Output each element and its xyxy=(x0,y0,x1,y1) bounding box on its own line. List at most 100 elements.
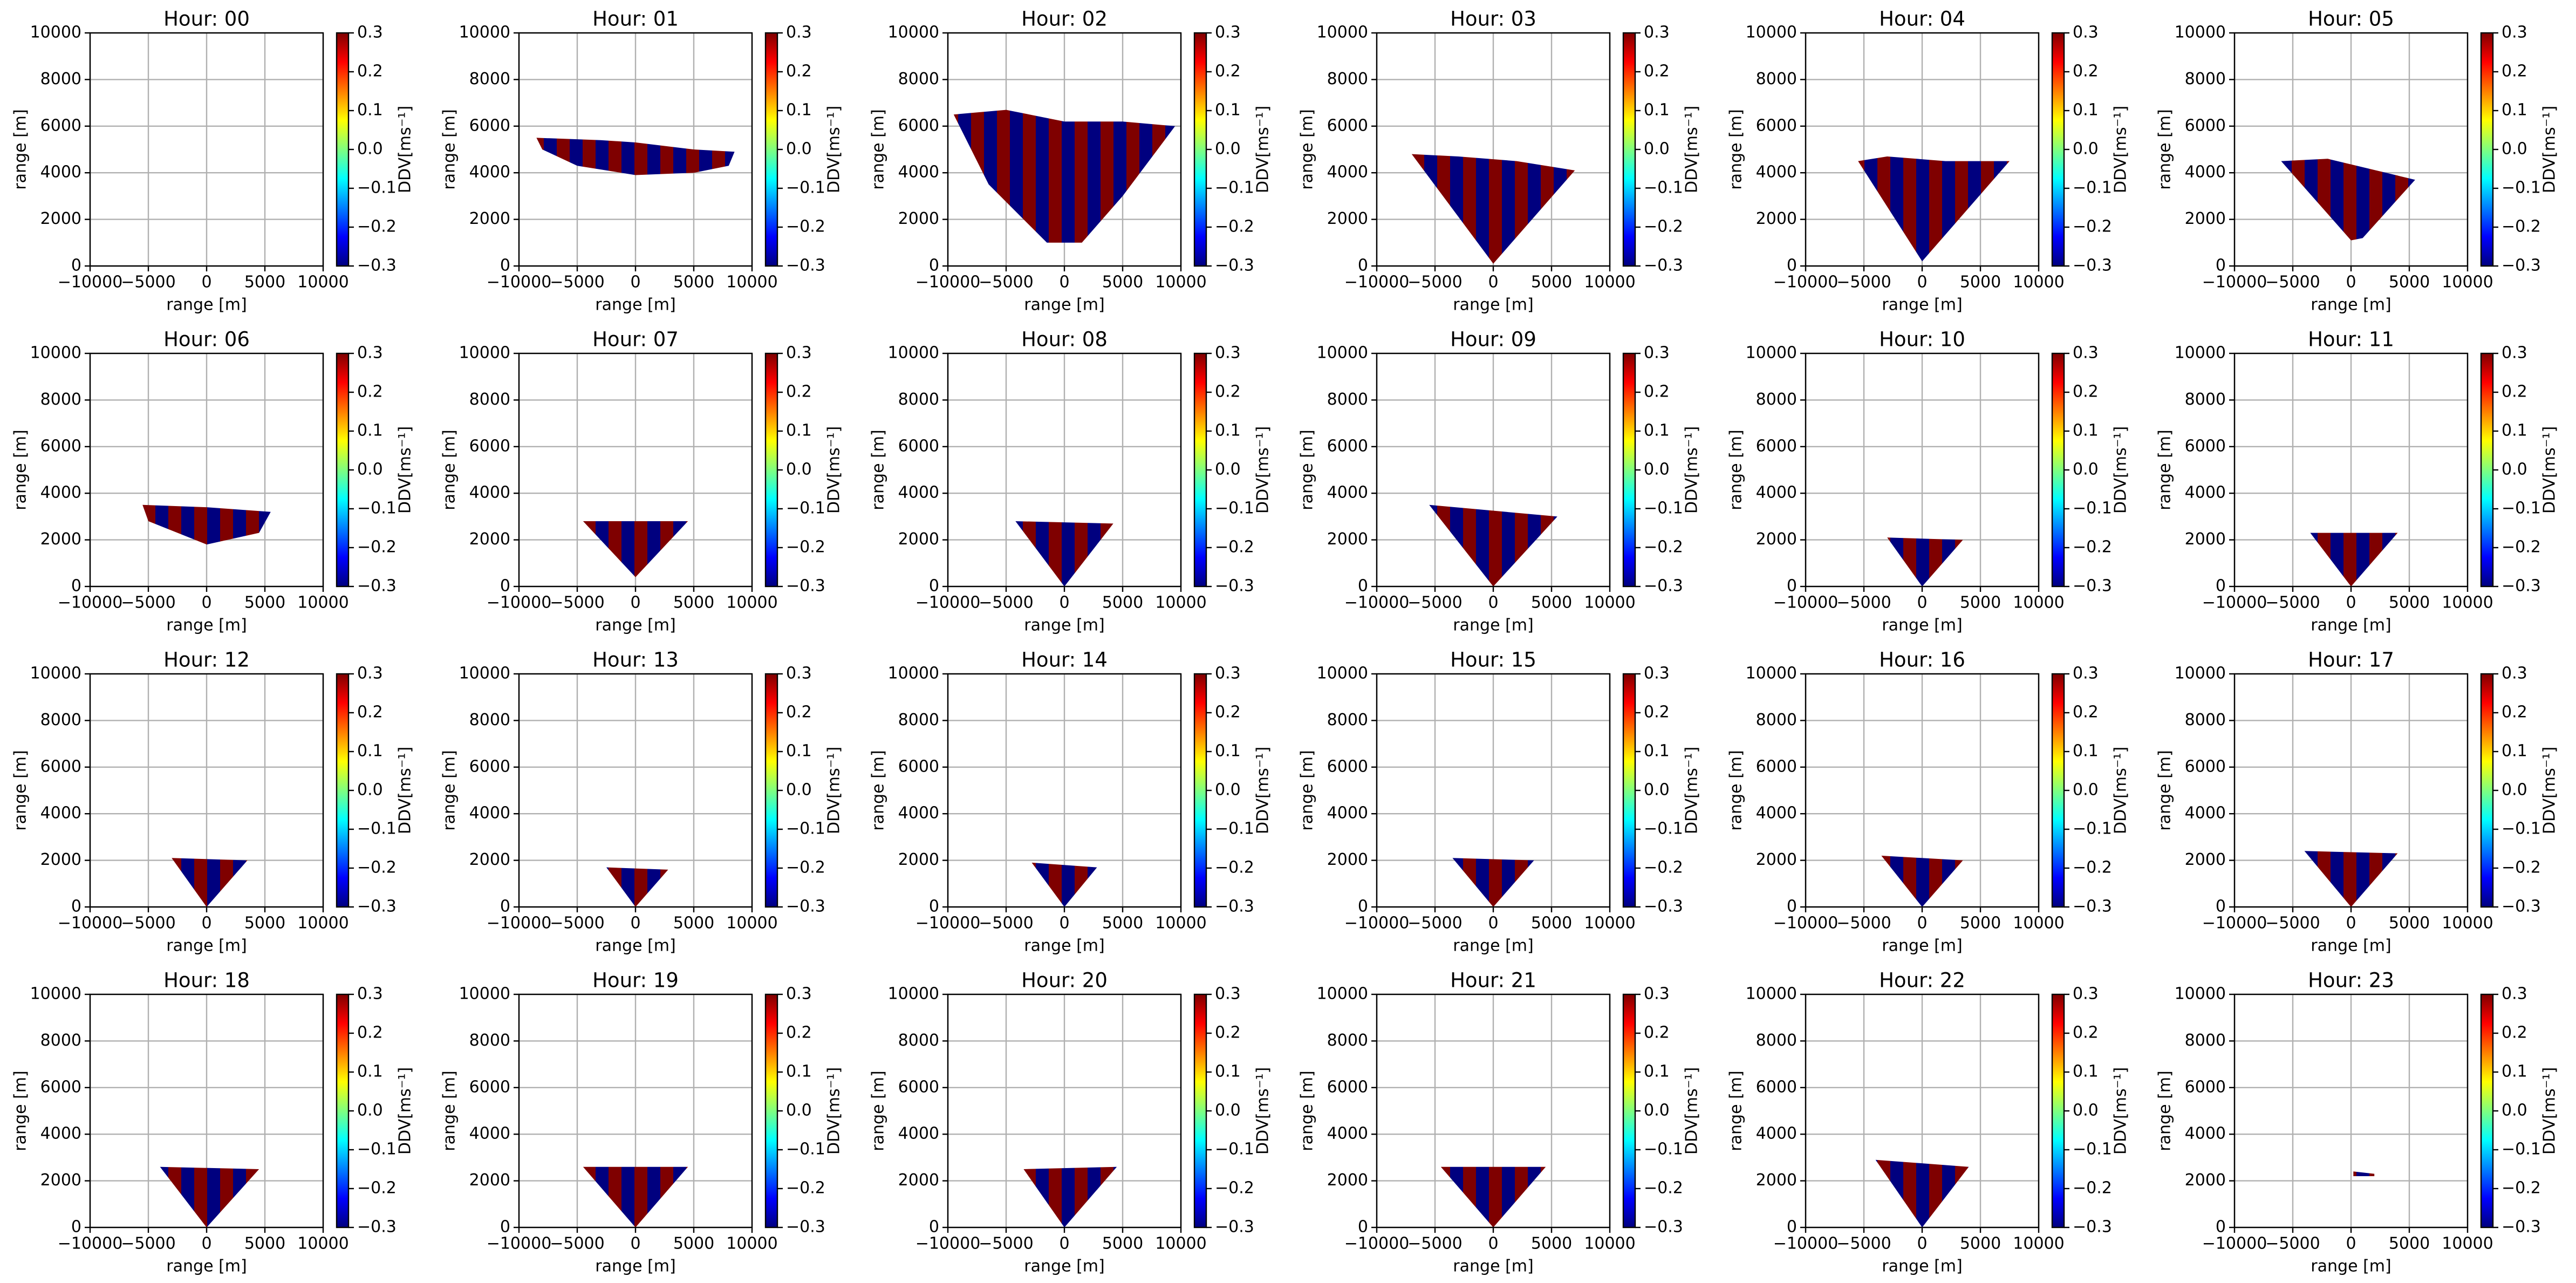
colorbar-label: DDV[ms⁻¹] xyxy=(1683,426,1702,514)
y-tick-label: 6000 xyxy=(40,116,81,135)
colorbar-label: DDV[ms⁻¹] xyxy=(1254,106,1273,193)
colorbar-tick-label: 0.1 xyxy=(2073,742,2099,761)
colorbar-tick-label: −0.1 xyxy=(357,1140,397,1159)
y-tick-label: 8000 xyxy=(40,70,81,88)
y-tick-label: 10000 xyxy=(30,985,81,1004)
y-tick-label: 0 xyxy=(2216,256,2226,275)
colorbar-tick-label: 0.2 xyxy=(2073,62,2099,81)
y-axis-label: range [m] xyxy=(2156,429,2175,510)
colorbar-tick-label: 0.3 xyxy=(1215,23,1241,42)
x-tick-label: 5000 xyxy=(673,593,714,612)
axes-frame xyxy=(1376,993,1611,1229)
colorbar-tick-label: 0.2 xyxy=(786,703,812,722)
colorbar-tick-label: 0.3 xyxy=(2073,344,2099,363)
x-tick-label: −10000 xyxy=(487,914,552,933)
x-tick-label: −10000 xyxy=(58,1234,123,1253)
x-tick-label: 0 xyxy=(1917,1234,1927,1253)
y-tick-label: 0 xyxy=(1358,256,1368,275)
colorbar-tick-label: −0.2 xyxy=(786,538,825,557)
colorbar-tick-label: −0.1 xyxy=(2502,1140,2541,1159)
x-tick-label: 10000 xyxy=(1155,593,1206,612)
x-tick-label: 5000 xyxy=(244,593,285,612)
colorbar-tick-label: −0.1 xyxy=(2502,179,2541,197)
subplot: −10000−5000 0 5000 10000 0 2000 4000 6000 8000 10… xyxy=(440,328,844,635)
y-tick-label: 2000 xyxy=(469,1171,510,1190)
y-tick-label: 8000 xyxy=(898,70,939,88)
colorbar-tick-label: 0.1 xyxy=(2502,742,2527,761)
colorbar-label: DDV[ms⁻¹] xyxy=(825,106,844,193)
subplot: −10000−5000 0 5000 10000 0 2000 4000 6000 8000 10… xyxy=(11,8,415,315)
x-tick-label: −5000 xyxy=(2265,593,2320,612)
y-axis-label: range [m] xyxy=(1727,750,1746,830)
colorbar-tick-label: 0.3 xyxy=(786,664,812,683)
x-tick-label: 5000 xyxy=(673,1234,714,1253)
y-tick-label: 4000 xyxy=(469,483,510,502)
y-tick-label: 4000 xyxy=(898,804,939,823)
y-tick-label: 2000 xyxy=(40,209,81,228)
y-tick-label: 0 xyxy=(2216,1218,2226,1237)
scan-region xyxy=(1015,521,1113,586)
colorbar-tick-label: −0.3 xyxy=(357,1218,397,1237)
colorbar xyxy=(336,32,350,267)
x-tick-label: 0 xyxy=(201,273,211,292)
colorbar-tick-label: −0.3 xyxy=(1215,577,1254,596)
y-tick-label: 2000 xyxy=(40,530,81,549)
x-tick-label: 10000 xyxy=(726,1234,777,1253)
y-tick-label: 8000 xyxy=(2185,390,2226,409)
colorbar-label: DDV[ms⁻¹] xyxy=(396,106,415,193)
colorbar-tick-label: −0.1 xyxy=(1644,820,1683,838)
axes-frame xyxy=(89,993,324,1229)
x-tick-label: −10000 xyxy=(1773,273,1839,292)
y-tick-label: 8000 xyxy=(1756,390,1797,409)
x-tick-label: −5000 xyxy=(979,273,1033,292)
subplot-title: Hour: 05 xyxy=(2308,8,2394,31)
colorbar-tick-label: −0.2 xyxy=(2073,1179,2112,1198)
y-tick-label: 10000 xyxy=(1746,344,1797,363)
colorbar-tick-label: 0.2 xyxy=(1644,703,1670,722)
colorbar-tick-label: 0.1 xyxy=(2073,101,2099,120)
y-tick-label: 2000 xyxy=(1756,850,1797,869)
y-tick-label: 10000 xyxy=(888,344,939,363)
x-tick-label: 5000 xyxy=(1102,593,1143,612)
x-axis-label: range [m] xyxy=(595,937,675,956)
x-tick-label: −10000 xyxy=(1344,1234,1410,1253)
x-axis-label: range [m] xyxy=(166,1257,247,1276)
y-tick-label: 10000 xyxy=(888,23,939,42)
y-tick-label: 2000 xyxy=(2185,209,2226,228)
y-tick-label: 6000 xyxy=(1327,116,1368,135)
x-tick-label: −5000 xyxy=(979,593,1033,612)
colorbar-tick-label: 0.0 xyxy=(2073,140,2099,159)
x-tick-label: −10000 xyxy=(1773,593,1839,612)
x-tick-label: −5000 xyxy=(1836,914,1891,933)
x-tick-label: 10000 xyxy=(2013,593,2064,612)
x-axis-label: range [m] xyxy=(1882,937,1962,956)
axes-frame xyxy=(947,32,1182,267)
scan-region xyxy=(172,858,248,907)
y-axis-label: range [m] xyxy=(440,750,459,830)
y-tick-label: 0 xyxy=(1787,897,1797,916)
x-axis-label: range [m] xyxy=(1024,937,1104,956)
colorbar-label: DDV[ms⁻¹] xyxy=(396,747,415,834)
y-tick-label: 10000 xyxy=(1746,664,1797,683)
y-tick-label: 10000 xyxy=(1317,23,1368,42)
colorbar-tick-label: 0.3 xyxy=(2502,664,2527,683)
colorbar-tick-label: 0.2 xyxy=(357,62,383,81)
colorbar-tick-label: 0.2 xyxy=(786,383,812,401)
x-tick-label: −10000 xyxy=(915,273,981,292)
subplot: −10000−5000 0 5000 10000 0 2000 4000 6000 8000 10… xyxy=(1298,8,1702,315)
x-axis-label: range [m] xyxy=(166,937,247,956)
x-tick-label: 5000 xyxy=(1531,593,1572,612)
colorbar xyxy=(1193,993,1207,1229)
y-tick-label: 8000 xyxy=(1756,70,1797,88)
colorbar-tick-label: −0.2 xyxy=(2502,217,2541,236)
subplot-title: Hour: 20 xyxy=(1021,969,1108,992)
x-tick-label: 5000 xyxy=(2389,593,2430,612)
x-tick-label: 0 xyxy=(630,914,640,933)
colorbar-tick-label: −0.1 xyxy=(2502,499,2541,518)
colorbar xyxy=(2480,673,2494,908)
x-tick-label: 0 xyxy=(1059,273,1069,292)
colorbar xyxy=(2051,352,2065,588)
x-tick-label: −10000 xyxy=(1344,914,1410,933)
colorbar-label: DDV[ms⁻¹] xyxy=(2540,747,2559,834)
y-tick-label: 8000 xyxy=(469,711,510,729)
